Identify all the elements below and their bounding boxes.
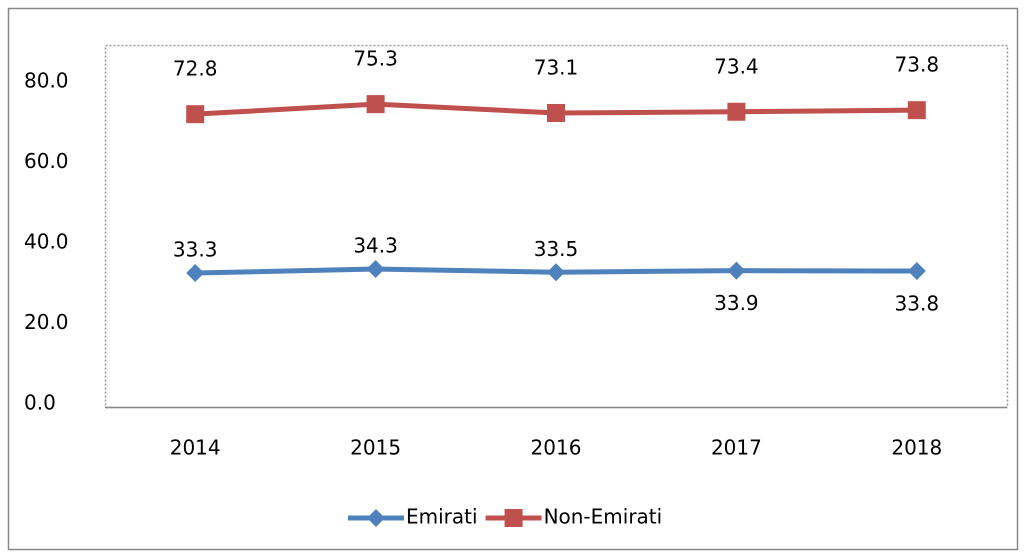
data-label: 33.5 xyxy=(534,237,579,261)
point-marker xyxy=(907,101,926,120)
legend-marker xyxy=(367,509,385,527)
y-tick-label: 60.0 xyxy=(24,149,69,173)
x-tick-label: 2018 xyxy=(891,436,942,460)
data-label: 33.9 xyxy=(714,291,759,315)
data-label: 34.3 xyxy=(353,234,398,258)
x-tick-label: 2017 xyxy=(711,436,762,460)
y-tick-label: 40.0 xyxy=(24,230,69,254)
legend-label: Emirati xyxy=(406,505,478,529)
point-marker xyxy=(727,261,746,280)
x-tick-label: 2014 xyxy=(170,436,221,460)
data-label: 33.8 xyxy=(895,292,940,316)
point-marker xyxy=(186,264,205,283)
y-tick-label: 0.0 xyxy=(24,391,56,415)
data-label: 73.4 xyxy=(714,54,759,78)
x-tick-label: 2015 xyxy=(350,436,401,460)
point-marker xyxy=(186,105,205,124)
legend-marker xyxy=(504,509,523,527)
data-label: 75.3 xyxy=(353,47,398,71)
y-tick-label: 80.0 xyxy=(24,69,69,93)
legend-label: Non-Emirati xyxy=(544,505,663,529)
x-tick-label: 2016 xyxy=(531,436,582,460)
y-tick-label: 20.0 xyxy=(24,310,69,334)
data-label: 73.1 xyxy=(534,55,579,79)
point-marker xyxy=(727,102,746,121)
data-label: 72.8 xyxy=(173,57,218,81)
point-marker xyxy=(547,103,565,122)
data-label: 33.3 xyxy=(173,238,218,262)
point-marker xyxy=(907,262,926,281)
point-marker xyxy=(547,263,565,282)
data-label: 73.8 xyxy=(895,53,940,77)
point-marker xyxy=(366,260,385,279)
chart-border xyxy=(7,7,1019,551)
point-marker xyxy=(366,95,385,114)
